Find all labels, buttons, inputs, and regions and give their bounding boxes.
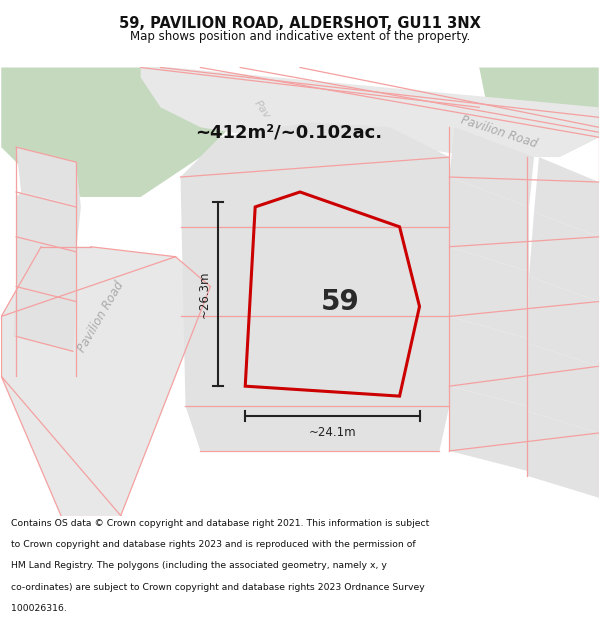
Polygon shape	[181, 122, 449, 451]
Polygon shape	[140, 68, 599, 157]
Polygon shape	[479, 68, 599, 157]
Polygon shape	[13, 287, 76, 351]
Text: Pavilion Road: Pavilion Road	[459, 114, 539, 151]
Polygon shape	[527, 411, 599, 498]
Text: ~24.1m: ~24.1m	[308, 426, 356, 439]
Polygon shape	[529, 212, 599, 301]
Text: Pavilion Road: Pavilion Road	[75, 279, 127, 354]
Text: 59, PAVILION ROAD, ALDERSHOT, GU11 3NX: 59, PAVILION ROAD, ALDERSHOT, GU11 3NX	[119, 16, 481, 31]
Text: to Crown copyright and database rights 2023 and is reproduced with the permissio: to Crown copyright and database rights 2…	[11, 540, 415, 549]
Polygon shape	[16, 192, 81, 252]
Polygon shape	[534, 157, 599, 237]
Polygon shape	[16, 237, 76, 301]
Polygon shape	[16, 147, 81, 207]
Text: co-ordinates) are subject to Crown copyright and database rights 2023 Ordnance S: co-ordinates) are subject to Crown copyr…	[11, 582, 425, 592]
Text: ~412m²/~0.102ac.: ~412m²/~0.102ac.	[196, 123, 383, 141]
Text: Map shows position and indicative extent of the property.: Map shows position and indicative extent…	[130, 30, 470, 43]
Polygon shape	[527, 277, 599, 366]
Polygon shape	[1, 68, 230, 197]
Text: 100026316.: 100026316.	[11, 604, 67, 613]
Polygon shape	[449, 127, 534, 207]
Text: Pav: Pav	[252, 98, 272, 121]
Text: Contains OS data © Crown copyright and database right 2021. This information is : Contains OS data © Crown copyright and d…	[11, 519, 429, 528]
Polygon shape	[527, 343, 599, 433]
Text: HM Land Registry. The polygons (including the associated geometry, namely x, y: HM Land Registry. The polygons (includin…	[11, 561, 386, 571]
Polygon shape	[449, 386, 527, 471]
Polygon shape	[449, 177, 529, 272]
Text: ~26.3m: ~26.3m	[197, 270, 211, 318]
Polygon shape	[449, 316, 527, 406]
Polygon shape	[449, 247, 529, 338]
Polygon shape	[1, 247, 211, 516]
Text: 59: 59	[320, 288, 359, 316]
